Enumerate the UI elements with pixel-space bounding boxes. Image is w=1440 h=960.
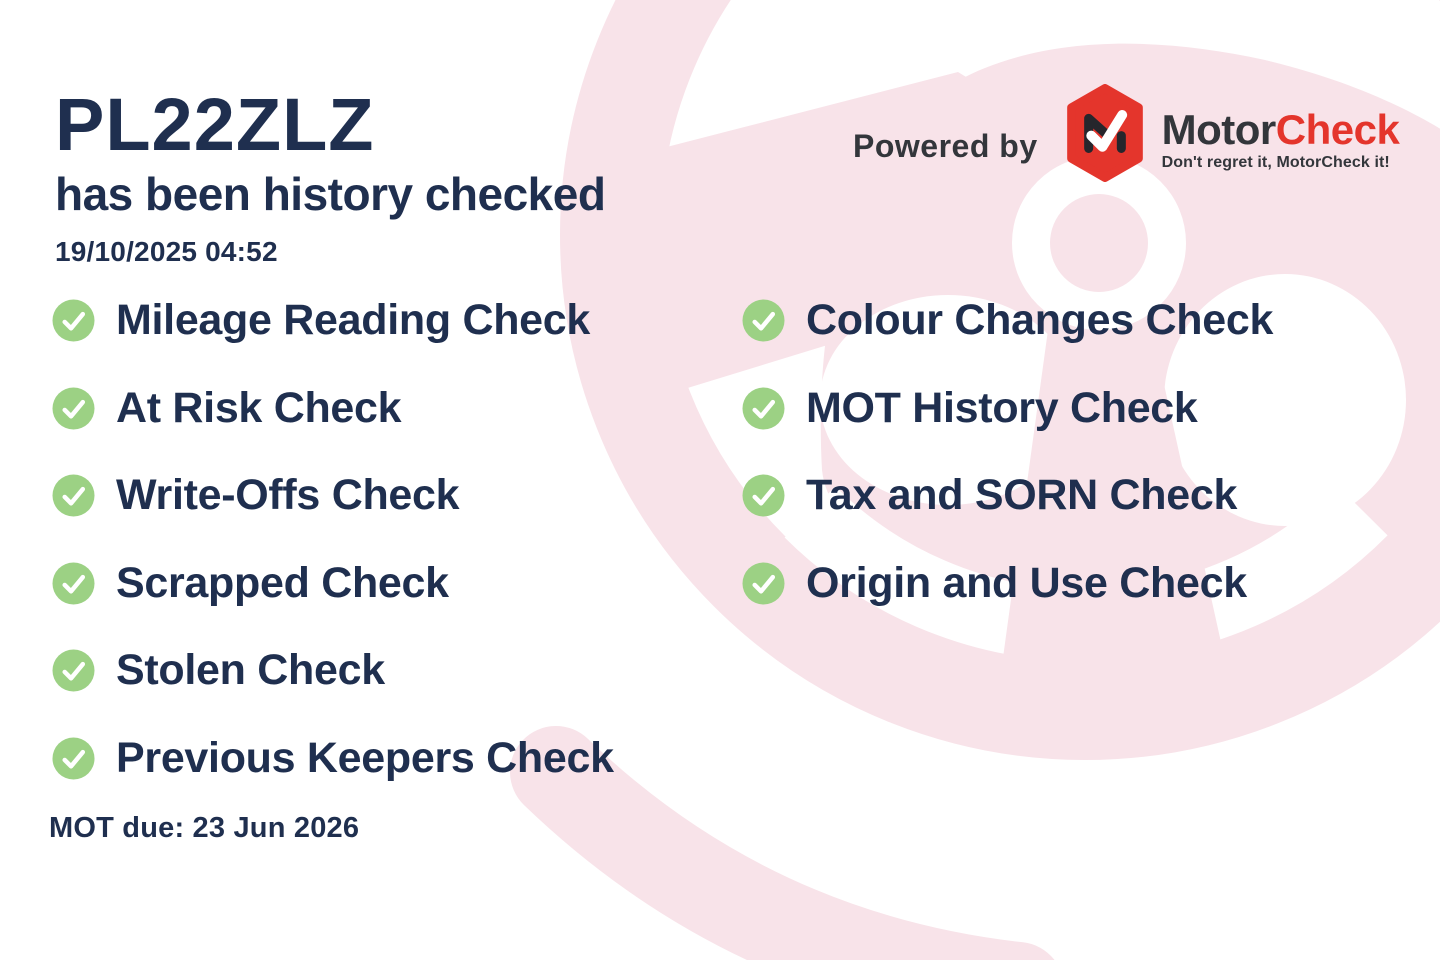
motorcheck-logo-icon <box>1066 84 1143 182</box>
green-check-icon <box>742 387 785 430</box>
mot-due-date: MOT due: 23 Jun 2026 <box>49 812 360 844</box>
check-list-item: Mileage Reading Check <box>52 277 614 365</box>
check-list-item: Colour Changes Check <box>742 277 1273 365</box>
brand-wordmark: MotorCheck <box>1161 105 1400 153</box>
wheel-outer-echo-band <box>510 726 1055 960</box>
report-header: PL22ZLZ has been history checked 19/10/2… <box>55 83 606 268</box>
brand-check: Check <box>1275 105 1400 153</box>
header-subtitle: has been history checked <box>55 168 606 220</box>
green-check-icon <box>52 562 95 605</box>
brand-tagline: Don't regret it, MotorCheck it! <box>1161 153 1390 171</box>
green-check-icon <box>52 474 95 517</box>
check-item-label: MOT History Check <box>806 383 1198 432</box>
green-check-icon <box>52 387 95 430</box>
check-list-item: MOT History Check <box>742 365 1273 453</box>
brand-motor: Motor <box>1161 105 1277 153</box>
check-list-item: At Risk Check <box>52 365 614 453</box>
green-check-icon <box>742 299 785 342</box>
brand-block: MotorCheck Don't regret it, MotorCheck i… <box>1161 105 1400 172</box>
wheel-rim-ring <box>560 0 1440 760</box>
check-item-label: At Risk Check <box>116 383 402 432</box>
checklist-right-column: Colour Changes Check MOT History Check T… <box>742 277 1273 627</box>
check-list-item: Scrapped Check <box>52 540 614 628</box>
powered-by-brand: Powered by MotorCheck Don't regret it, M… <box>853 84 1400 182</box>
check-list-item: Stolen Check <box>52 627 614 715</box>
green-check-icon <box>52 737 95 780</box>
vehicle-registration: PL22ZLZ <box>55 83 375 166</box>
checklist-left-column: Mileage Reading Check At Risk Check Writ… <box>52 277 614 802</box>
green-check-icon <box>742 474 785 517</box>
check-list-item: Write-Offs Check <box>52 452 614 540</box>
check-item-label: Origin and Use Check <box>806 558 1247 607</box>
check-item-label: Previous Keepers Check <box>116 733 614 782</box>
green-check-icon <box>52 299 95 342</box>
green-check-icon <box>742 562 785 605</box>
wheel-hub-center <box>1050 194 1148 292</box>
check-item-label: Colour Changes Check <box>806 296 1274 345</box>
logo-checkmark <box>1085 110 1127 152</box>
wheel-left-window <box>820 295 1076 505</box>
green-check-icon <box>52 649 95 692</box>
check-timestamp: 19/10/2025 04:52 <box>55 236 278 267</box>
check-item-label: Stolen Check <box>116 646 385 695</box>
check-item-label: Scrapped Check <box>116 558 449 607</box>
check-list-item: Tax and SORN Check <box>742 452 1273 540</box>
check-list-item: Origin and Use Check <box>742 540 1273 628</box>
powered-by-label: Powered by <box>853 127 1038 164</box>
wheel-bottom-spoke <box>1002 330 1226 665</box>
check-item-label: Tax and SORN Check <box>806 471 1238 520</box>
check-list-item: Previous Keepers Check <box>52 715 614 803</box>
wheel-right-window <box>1164 274 1406 526</box>
check-item-label: Write-Offs Check <box>116 471 460 520</box>
check-item-label: Mileage Reading Check <box>116 296 591 345</box>
